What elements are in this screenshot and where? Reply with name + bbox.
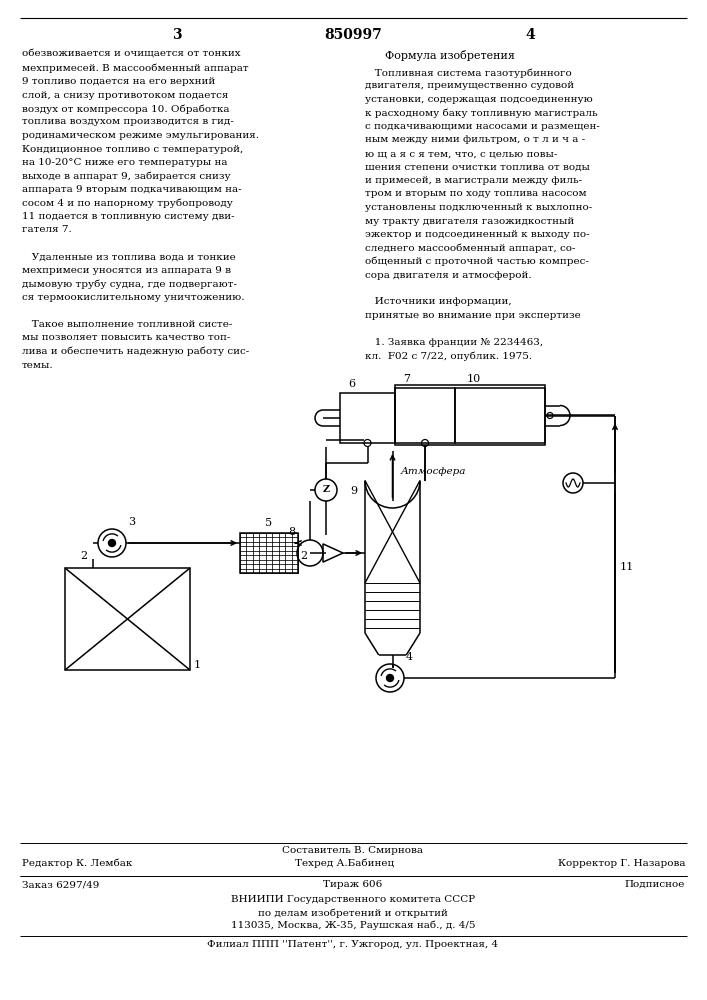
Text: с подкачивающими насосами и размещен-: с подкачивающими насосами и размещен- [365, 122, 600, 131]
Text: 3: 3 [173, 28, 182, 42]
Text: 8: 8 [288, 527, 295, 537]
Text: эжектор и подсоединенный к выходу по-: эжектор и подсоединенный к выходу по- [365, 230, 590, 239]
Text: 7: 7 [403, 374, 410, 384]
Circle shape [387, 674, 394, 682]
Text: гателя 7.: гателя 7. [22, 226, 71, 234]
Text: му тракту двигателя газожидкостный: му тракту двигателя газожидкостный [365, 217, 574, 226]
Text: по делам изобретений и открытий: по делам изобретений и открытий [258, 908, 448, 918]
Text: Z: Z [322, 486, 329, 494]
Text: лива и обеспечить надежную работу сис-: лива и обеспечить надежную работу сис- [22, 347, 250, 357]
Text: 1. Заявка франции № 2234463,: 1. Заявка франции № 2234463, [365, 338, 543, 347]
Text: темы.: темы. [22, 360, 54, 369]
Text: ю щ а я с я тем, что, с целью повы-: ю щ а я с я тем, что, с целью повы- [365, 149, 557, 158]
Text: 6: 6 [348, 379, 355, 389]
Circle shape [108, 540, 115, 546]
Text: ВНИИПИ Государственного комитета СССР: ВНИИПИ Государственного комитета СССР [231, 895, 475, 904]
Text: следнего массообменный аппарат, со-: следнего массообменный аппарат, со- [365, 243, 575, 253]
Text: 5: 5 [265, 518, 273, 528]
Text: Корректор Г. Назарова: Корректор Г. Назарова [558, 859, 685, 868]
Text: аппарата 9 вторым подкачивающим на-: аппарата 9 вторым подкачивающим на- [22, 185, 242, 194]
Text: ся термоокислительному уничтожению.: ся термоокислительному уничтожению. [22, 293, 245, 302]
Bar [455, 388, 545, 443]
Text: на 10-20°С ниже его температуры на: на 10-20°С ниже его температуры на [22, 158, 228, 167]
Text: двигателя, преимущественно судовой: двигателя, преимущественно судовой [365, 82, 574, 91]
Text: 4: 4 [406, 652, 413, 662]
Text: Составитель В. Смирнова: Составитель В. Смирнова [283, 846, 423, 855]
Text: тром и вторым по ходу топлива насосом: тром и вторым по ходу топлива насосом [365, 190, 587, 198]
Text: Атмосфера: Атмосфера [400, 466, 466, 476]
Text: кл.  F02 с 7/22, опублик. 1975.: кл. F02 с 7/22, опублик. 1975. [365, 352, 532, 361]
Bar [65, 568, 190, 670]
Text: установки, содержащая подсоединенную: установки, содержащая подсоединенную [365, 95, 592, 104]
Text: дымовую трубу судна, где подвергают-: дымовую трубу судна, где подвергают- [22, 279, 237, 289]
Text: 850997: 850997 [324, 28, 382, 42]
Text: Редактор К. Лембак: Редактор К. Лембак [22, 859, 132, 868]
Text: Кондиционное топливо с температурой,: Кондиционное топливо с температурой, [22, 144, 243, 153]
Text: Тираж 606: Тираж 606 [323, 880, 382, 889]
Text: 2: 2 [300, 551, 307, 561]
Text: 9 топливо подается на его верхний: 9 топливо подается на его верхний [22, 77, 215, 86]
Text: сора двигателя и атмосферой.: сора двигателя и атмосферой. [365, 270, 532, 279]
Text: к расходному баку топливную магистраль: к расходному баку топливную магистраль [365, 108, 597, 118]
Text: 3: 3 [128, 517, 135, 527]
Text: ным между ними фильтром, о т л и ч а -: ным между ними фильтром, о т л и ч а - [365, 135, 585, 144]
Text: мехпримеси уносятся из аппарата 9 в: мехпримеси уносятся из аппарата 9 в [22, 266, 231, 275]
Text: Формула изобретения: Формула изобретения [385, 50, 515, 61]
Text: мы позволяет повысить качество топ-: мы позволяет повысить качество топ- [22, 334, 230, 342]
Text: и примесей, в магистрали между филь-: и примесей, в магистрали между филь- [365, 176, 582, 185]
Text: обезвоживается и очищается от тонких: обезвоживается и очищается от тонких [22, 50, 240, 59]
Text: Топливная система газотурбинного: Топливная система газотурбинного [365, 68, 572, 78]
Text: 11 подается в топливную систему дви-: 11 подается в топливную систему дви- [22, 212, 235, 221]
Text: Источники информации,: Источники информации, [365, 298, 512, 306]
Text: 11: 11 [620, 562, 634, 572]
Text: сосом 4 и по напорному трубопроводу: сосом 4 и по напорному трубопроводу [22, 198, 233, 208]
Text: общенный с проточной частью компрес-: общенный с проточной частью компрес- [365, 257, 589, 266]
Text: Заказ 6297/49: Заказ 6297/49 [22, 880, 100, 889]
Text: 2: 2 [80, 551, 87, 561]
Text: 1: 1 [194, 660, 201, 670]
Text: мехпримесей. В массообменный аппарат: мехпримесей. В массообменный аппарат [22, 64, 249, 73]
Text: Такое выполнение топливной систе-: Такое выполнение топливной систе- [22, 320, 233, 329]
Text: шения степени очистки топлива от воды: шения степени очистки топлива от воды [365, 162, 590, 172]
Bar [340, 393, 395, 443]
Text: установлены подключенный к выхлопно-: установлены подключенный к выхлопно- [365, 203, 592, 212]
Text: 113035, Москва, Ж-35, Раушская наб., д. 4/5: 113035, Москва, Ж-35, Раушская наб., д. … [230, 921, 475, 930]
Bar [395, 385, 545, 445]
Text: слой, а снизу противотоком подается: слой, а снизу противотоком подается [22, 91, 228, 100]
Text: Техред А.Бабинец: Техред А.Бабинец [295, 859, 395, 868]
Text: принятые во внимание при экспертизе: принятые во внимание при экспертизе [365, 311, 580, 320]
Text: 10: 10 [467, 374, 481, 384]
Text: воздух от компрессора 10. Обработка: воздух от компрессора 10. Обработка [22, 104, 230, 113]
Text: топлива воздухом производится в гид-: топлива воздухом производится в гид- [22, 117, 234, 126]
Bar [240, 533, 298, 573]
Text: 9: 9 [350, 486, 357, 495]
Bar [395, 388, 455, 443]
Text: родинамическом режиме эмульгирования.: родинамическом режиме эмульгирования. [22, 131, 259, 140]
Text: Удаленные из топлива вода и тонкие: Удаленные из топлива вода и тонкие [22, 252, 235, 261]
Text: 4: 4 [525, 28, 535, 42]
Text: Филиал ППП ''Патент'', г. Ужгород, ул. Проектная, 4: Филиал ППП ''Патент'', г. Ужгород, ул. П… [207, 940, 498, 949]
Text: Подписное: Подписное [624, 880, 685, 889]
Text: выходе в аппарат 9, забирается снизу: выходе в аппарат 9, забирается снизу [22, 172, 230, 181]
